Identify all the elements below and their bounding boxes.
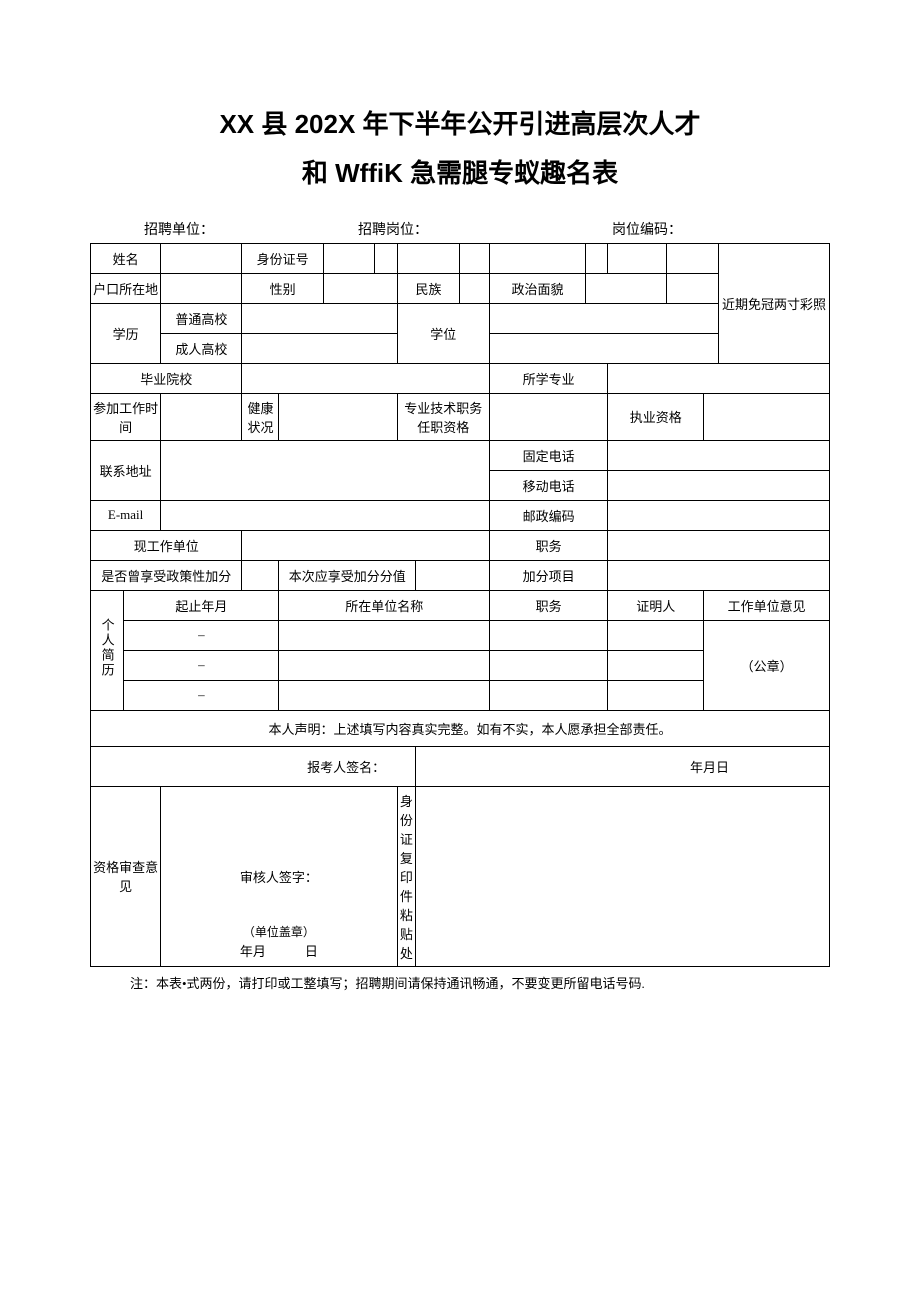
- health-value: [279, 393, 397, 440]
- title-line-1: XX 县 202X 年下半年公开引进高层次人才: [90, 100, 830, 149]
- major-label: 所学专业: [489, 363, 607, 393]
- qualification-label: 执业资格: [608, 393, 704, 440]
- period-label: 起止年月: [124, 590, 279, 620]
- resume-label: 个人简历: [91, 590, 124, 710]
- witness-label: 证明人: [608, 590, 704, 620]
- degree-label: 学位: [397, 303, 489, 363]
- current-unit-value: [242, 530, 489, 560]
- gender-value: [323, 273, 397, 303]
- id-d8: [667, 243, 719, 273]
- major-value: [608, 363, 830, 393]
- applicant-sig-label: 报考人签名：: [91, 746, 416, 786]
- email-value: [161, 500, 490, 530]
- reviewer-sig-label: 审核人签字：: [240, 870, 318, 885]
- review-date: 年月 日: [161, 941, 396, 960]
- work-start-label: 参加工作时间: [91, 393, 161, 440]
- resume-period-3: –: [124, 680, 279, 710]
- id-d7: [608, 243, 667, 273]
- review-label: 资格审查意见: [91, 786, 161, 966]
- grad-school-value: [242, 363, 489, 393]
- position-label: 职务: [489, 530, 607, 560]
- bonus-value-label: 本次应享受加分分值: [279, 560, 416, 590]
- header-fields: 招聘单位： 招聘岗位： 岗位编码：: [90, 219, 830, 239]
- declaration-text: 本人声明：上述填写内容真实完整。如有不实，本人愿承担全部责任。: [91, 710, 830, 746]
- political-label: 政治面貌: [489, 273, 585, 303]
- degree-value-1: [489, 303, 718, 333]
- id-d4: [460, 243, 490, 273]
- position-code-label: 岗位编码：: [572, 219, 826, 239]
- political-extra: [667, 273, 719, 303]
- ethnicity-value: [460, 273, 490, 303]
- id-d6: [586, 243, 608, 273]
- political-value: [586, 273, 667, 303]
- tel-value: [608, 440, 830, 470]
- sig-date: 年月日: [416, 746, 830, 786]
- grad-school-label: 毕业院校: [91, 363, 242, 393]
- qualification-value: [704, 393, 830, 440]
- duty-label: 职务: [489, 590, 607, 620]
- resume-unit-2: [279, 650, 490, 680]
- resume-unit-1: [279, 620, 490, 650]
- address-label: 联系地址: [91, 440, 161, 500]
- id-d5: [489, 243, 585, 273]
- work-unit-label: 所在单位名称: [279, 590, 490, 620]
- edu-normal-value: [242, 303, 397, 333]
- resume-witness-3: [608, 680, 704, 710]
- resume-duty-1: [489, 620, 607, 650]
- name-value: [161, 243, 242, 273]
- id-d1: [323, 243, 375, 273]
- edu-adult-label: 成人高校: [161, 333, 242, 363]
- id-d2: [375, 243, 397, 273]
- resume-period-2: –: [124, 650, 279, 680]
- policy-bonus-label: 是否曾享受政策性加分: [91, 560, 242, 590]
- name-label: 姓名: [91, 243, 161, 273]
- unit-opinion-label: 工作单位意见: [704, 590, 830, 620]
- prof-title-label: 专业技术职务任职资格: [397, 393, 489, 440]
- recruit-position-label: 招聘岗位：: [358, 219, 572, 239]
- tel-label: 固定电话: [489, 440, 607, 470]
- title-line-2: 和 WffiK 急需腿专蚁趣名表: [90, 149, 830, 198]
- id-copy-label: 身份证复印件粘贴处: [397, 786, 415, 966]
- edu-adult-value: [242, 333, 397, 363]
- id-copy-area: [416, 786, 830, 966]
- position-value: [608, 530, 830, 560]
- recruit-unit-label: 招聘单位：: [94, 219, 358, 239]
- work-start-value: [161, 393, 242, 440]
- education-label: 学历: [91, 303, 161, 363]
- hukou-value: [161, 273, 242, 303]
- address-value: [161, 440, 490, 500]
- review-seal: （单位盖章）: [161, 923, 396, 940]
- current-unit-label: 现工作单位: [91, 530, 242, 560]
- resume-witness-2: [608, 650, 704, 680]
- email-label: E-mail: [91, 500, 161, 530]
- postcode-value: [608, 500, 830, 530]
- photo-box: 近期免冠两寸彩照: [719, 243, 830, 363]
- resume-duty-2: [489, 650, 607, 680]
- mobile-value: [608, 470, 830, 500]
- resume-duty-3: [489, 680, 607, 710]
- review-block: 审核人签字： （单位盖章） 年月 日: [161, 786, 397, 966]
- degree-value-2: [489, 333, 718, 363]
- bonus-item-label: 加分项目: [489, 560, 607, 590]
- edu-normal-label: 普通高校: [161, 303, 242, 333]
- hukou-label: 户口所在地: [91, 273, 161, 303]
- bonus-value-value: [416, 560, 490, 590]
- resume-unit-3: [279, 680, 490, 710]
- ethnicity-label: 民族: [397, 273, 460, 303]
- mobile-label: 移动电话: [489, 470, 607, 500]
- gender-label: 性别: [242, 273, 323, 303]
- unit-seal: （公章）: [704, 620, 830, 710]
- id-no-label: 身份证号: [242, 243, 323, 273]
- resume-period-1: –: [124, 620, 279, 650]
- application-form-table: 姓名 身份证号 近期免冠两寸彩照 户口所在地 性别 民族 政治面貌 学历 普通高…: [90, 243, 830, 967]
- postcode-label: 邮政编码: [489, 500, 607, 530]
- prof-title-value: [489, 393, 607, 440]
- health-label: 健康状况: [242, 393, 279, 440]
- id-d3: [397, 243, 460, 273]
- bonus-item-value: [608, 560, 830, 590]
- resume-witness-1: [608, 620, 704, 650]
- form-title: XX 县 202X 年下半年公开引进高层次人才 和 WffiK 急需腿专蚁趣名表: [90, 100, 830, 199]
- policy-bonus-value: [242, 560, 279, 590]
- footnote: 注：本表•式两份，请打印或工整填写；招聘期间请保持通讯畅通，不要变更所留电话号码…: [90, 967, 830, 992]
